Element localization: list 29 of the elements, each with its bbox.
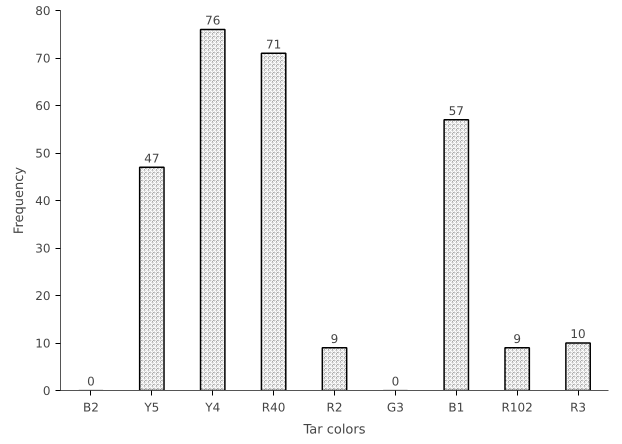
data-label: 9 [330,332,338,346]
x-tick-label: B1 [448,400,464,414]
x-tick-label: B2 [83,400,99,414]
data-label: 71 [266,37,282,52]
y-tick-label: 0 [42,384,51,398]
x-axis-title: Tar colors [302,422,366,438]
data-label: 0 [392,374,400,388]
data-label: 57 [448,104,464,118]
y-tick-label: 50 [35,146,51,160]
data-label: 76 [205,14,220,28]
x-tick-label: Y4 [204,400,220,414]
x-tick-label: R40 [262,400,286,414]
data-label: 47 [144,151,160,166]
x-tick-label: Y5 [143,400,160,414]
y-tick-label: 60 [35,99,51,113]
x-tick-label: R2 [326,400,342,414]
y-tick-label: 80 [35,4,51,18]
y-tick-label: 70 [35,52,51,66]
y-tick-label: 30 [35,242,51,256]
x-tick-label: R3 [570,400,586,414]
x-tick-label: G3 [386,400,404,414]
x-tick-label: R102 [502,400,533,414]
y-tick-label: 40 [35,194,51,208]
y-axis-title: Frequency [12,166,28,234]
data-label: 10 [570,327,586,341]
data-label: 0 [87,374,95,388]
y-tick-label: 20 [35,289,51,303]
data-label: 9 [513,332,521,346]
y-tick-label: 10 [35,336,51,350]
